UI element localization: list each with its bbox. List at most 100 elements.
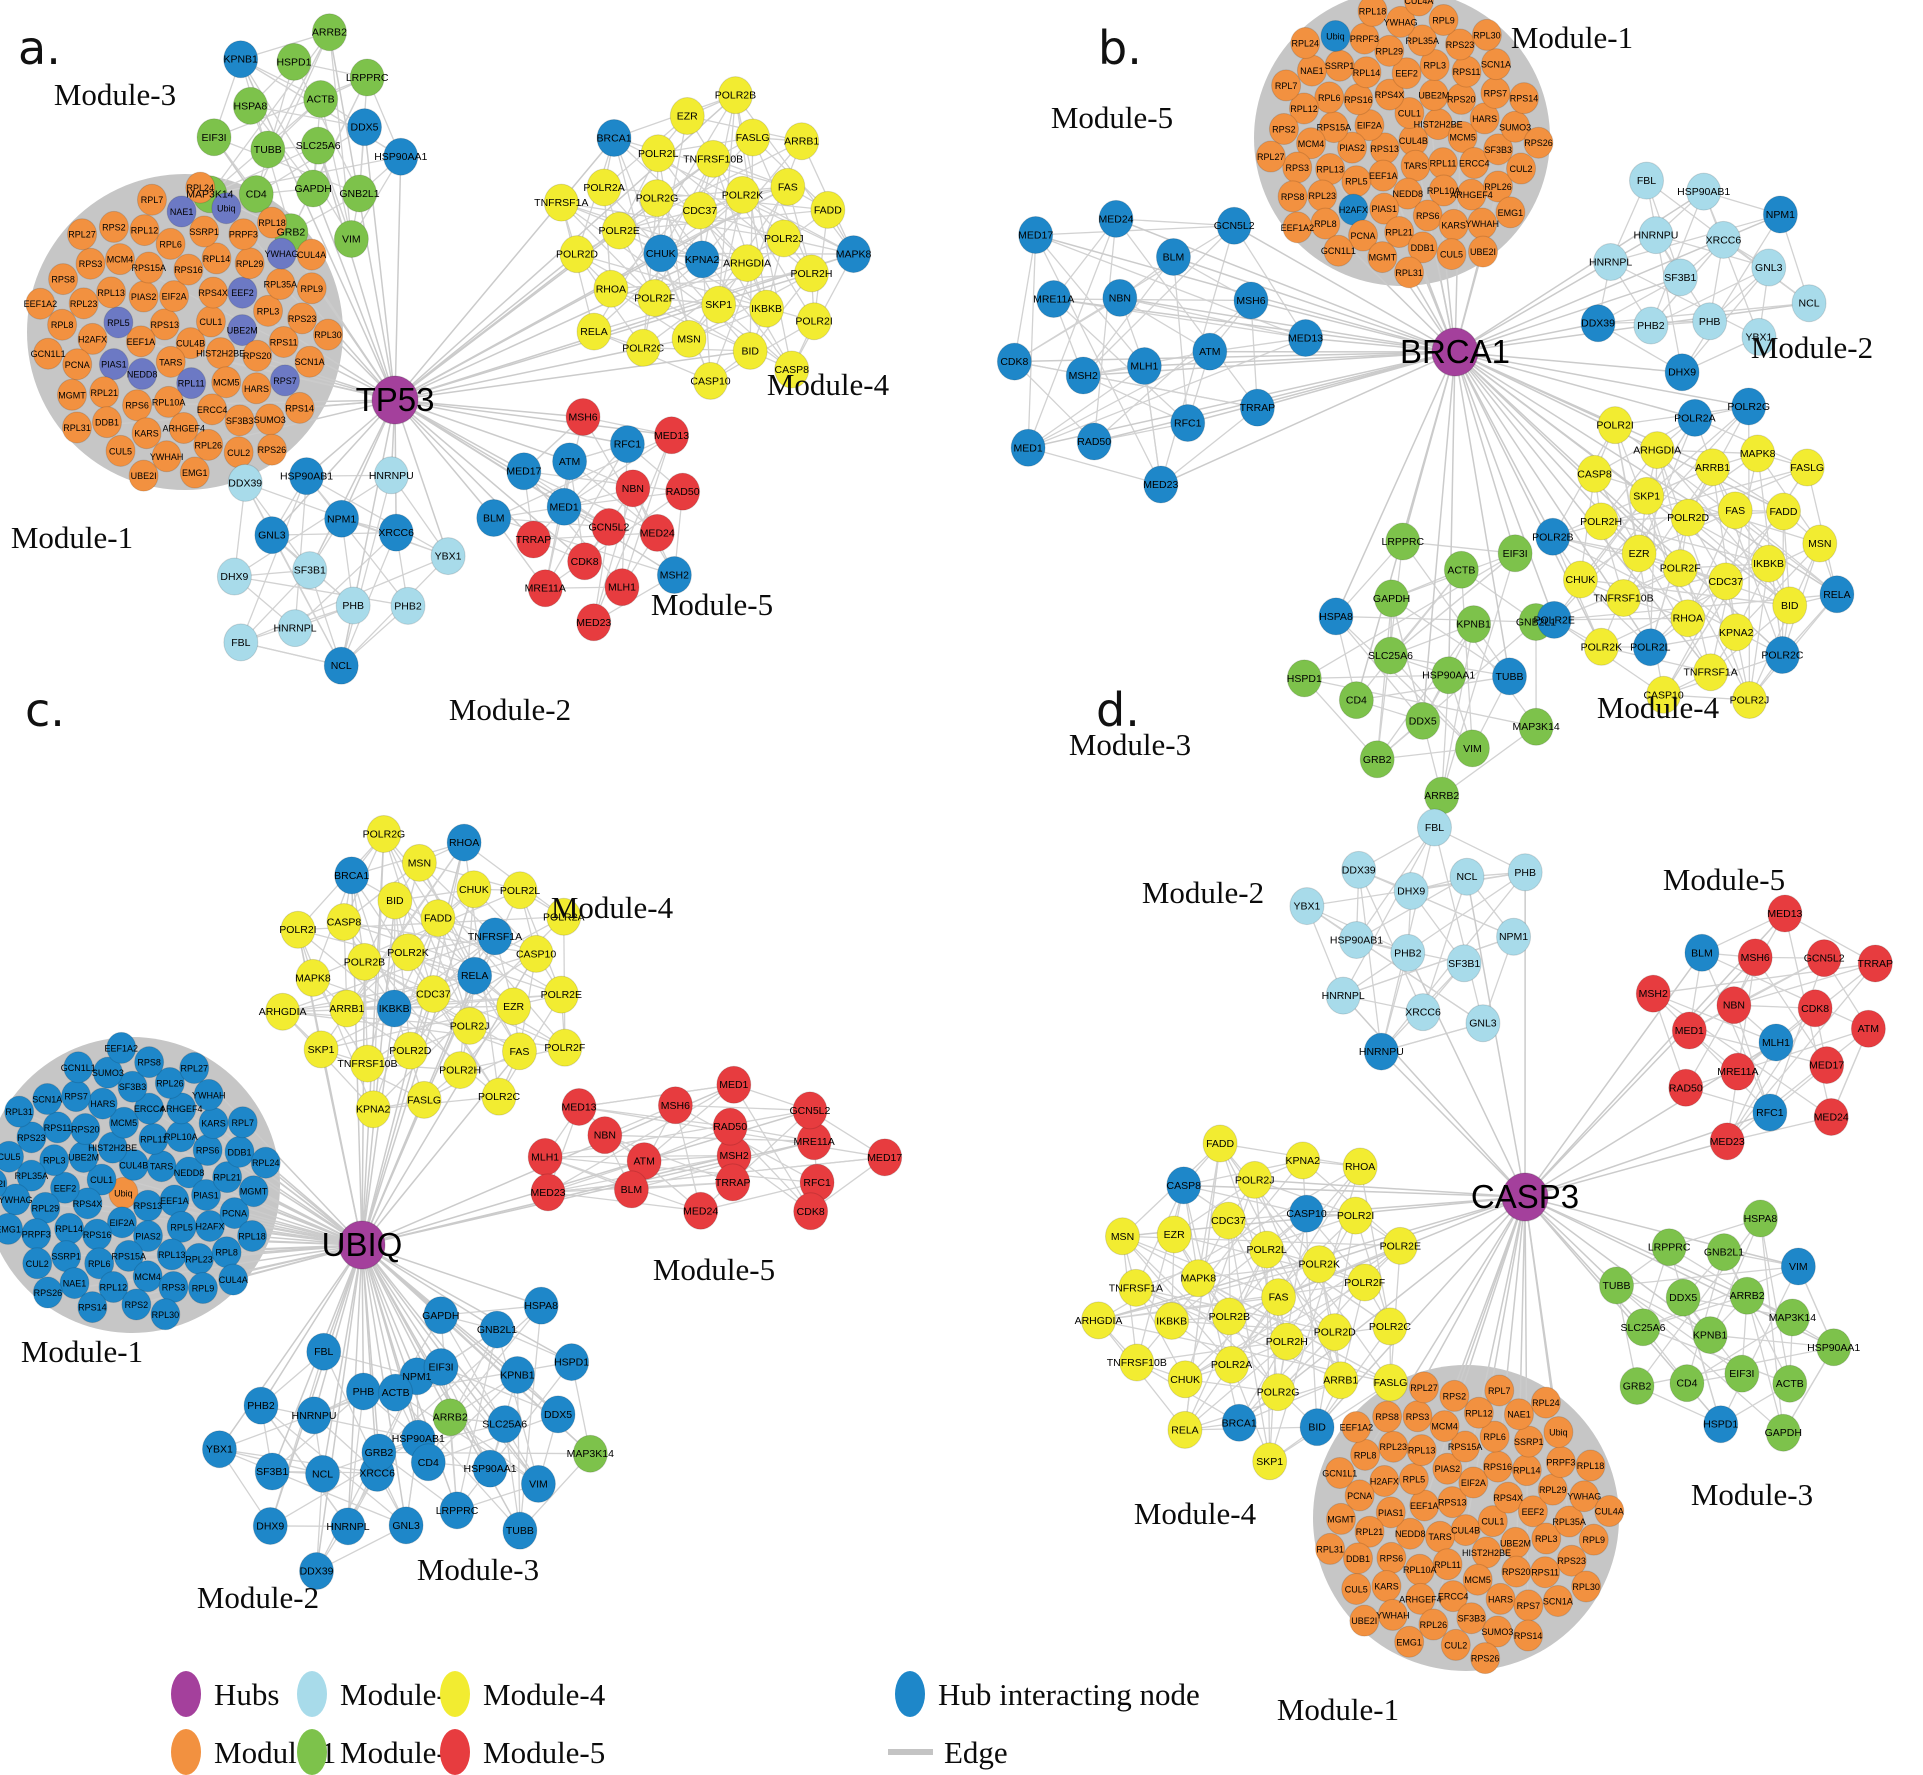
node-RPS14[interactable] <box>284 391 315 424</box>
node-FADD[interactable] <box>1765 492 1801 531</box>
node-TNFRSF1A[interactable] <box>543 183 579 222</box>
node-MLH1[interactable] <box>604 568 640 607</box>
node-MED24[interactable] <box>1813 1097 1849 1136</box>
node-DDB1[interactable] <box>1407 231 1438 264</box>
node-NAE1[interactable] <box>166 195 197 228</box>
node-POLR2A[interactable] <box>546 897 582 936</box>
node-MED1[interactable] <box>546 487 582 526</box>
node-PIAS1[interactable] <box>191 1178 222 1211</box>
node-MCM4[interactable] <box>132 1260 163 1293</box>
node-MLH1[interactable] <box>1126 347 1162 386</box>
node-TUBB[interactable] <box>1491 657 1527 696</box>
node-LRPPRC[interactable] <box>439 1491 475 1530</box>
node-RPL6[interactable] <box>1314 81 1345 114</box>
node-MED13[interactable] <box>1767 894 1803 933</box>
node-CD4[interactable] <box>238 175 274 214</box>
hub-UBIQ[interactable] <box>338 1220 386 1270</box>
node-HNRNPL[interactable] <box>330 1507 366 1546</box>
node-FADD[interactable] <box>810 190 846 229</box>
node-FAS[interactable] <box>501 1032 537 1071</box>
node-POLR2G[interactable] <box>639 179 675 218</box>
node-YWHAG[interactable] <box>1385 5 1416 38</box>
node-TNFRSF10B[interactable] <box>1119 1343 1155 1382</box>
node-CDC37[interactable] <box>1708 562 1744 601</box>
node-NBN[interactable] <box>1716 986 1752 1025</box>
node-LRPPRC[interactable] <box>1385 522 1421 561</box>
node-GCN1L1[interactable] <box>63 1051 94 1084</box>
node-POLR2J[interactable] <box>1237 1160 1273 1199</box>
node-POLR2A[interactable] <box>586 168 622 207</box>
node-POLR2I[interactable] <box>1597 406 1633 445</box>
node-GRB2[interactable] <box>361 1433 397 1472</box>
hub-TP53[interactable] <box>371 375 419 425</box>
node-LRPPRC[interactable] <box>1651 1228 1687 1267</box>
node-RAD50[interactable] <box>1076 422 1112 461</box>
node-CUL2[interactable] <box>22 1247 53 1280</box>
node-KPNA2[interactable] <box>684 240 720 279</box>
node-RPL9[interactable] <box>1578 1523 1609 1556</box>
node-EEF1A2[interactable] <box>106 1031 137 1064</box>
node-SKP1[interactable] <box>303 1030 339 1069</box>
node-MAPK8[interactable] <box>836 235 872 274</box>
node-POLR2J[interactable] <box>452 1006 488 1045</box>
node-PHB2[interactable] <box>390 586 426 625</box>
node-GNL3[interactable] <box>1465 1004 1501 1043</box>
node-POLR2G[interactable] <box>366 814 402 853</box>
node-RPS20[interactable] <box>242 339 273 372</box>
node-POLR2K[interactable] <box>725 175 761 214</box>
node-GNL3[interactable] <box>254 516 290 555</box>
node-MCM5[interactable] <box>108 1106 139 1139</box>
node-XRCC6[interactable] <box>1705 220 1741 259</box>
node-PCNA[interactable] <box>1344 1479 1375 1512</box>
node-GCN1L1[interactable] <box>1324 1456 1355 1489</box>
node-CASP8[interactable] <box>1166 1166 1202 1205</box>
node-FBL[interactable] <box>223 623 259 662</box>
node-HSP90AB1[interactable] <box>289 457 325 496</box>
node-PCNA[interactable] <box>219 1197 250 1230</box>
node-RPL30[interactable] <box>1571 1570 1602 1603</box>
node-MCM4[interactable] <box>1296 127 1327 160</box>
node-CASP8[interactable] <box>326 903 362 942</box>
node-RAD50[interactable] <box>712 1107 748 1146</box>
node-PHB[interactable] <box>1507 853 1543 892</box>
node-SF3B3[interactable] <box>224 404 255 437</box>
node-FBL[interactable] <box>306 1332 342 1371</box>
node-IKBKB[interactable] <box>376 989 412 1028</box>
node-RPL24[interactable] <box>1530 1386 1561 1419</box>
node-EEF2[interactable] <box>1517 1495 1548 1528</box>
node-SLC25A6[interactable] <box>1372 636 1408 675</box>
node-Ubiq[interactable] <box>1543 1416 1574 1449</box>
node-RPL12[interactable] <box>1463 1396 1494 1429</box>
node-RPS26[interactable] <box>1523 126 1554 159</box>
node-POLR2B[interactable] <box>1535 517 1571 556</box>
node-BRCA1[interactable] <box>1221 1403 1257 1442</box>
node-RPS15A[interactable] <box>113 1239 144 1272</box>
node-RPL31[interactable] <box>4 1095 35 1128</box>
node-MAPK8[interactable] <box>1740 434 1776 473</box>
node-MSN[interactable] <box>1104 1217 1140 1256</box>
node-VIM[interactable] <box>1780 1247 1816 1286</box>
node-HSP90AA1[interactable] <box>1816 1328 1852 1367</box>
node-MSH2[interactable] <box>1065 356 1101 395</box>
node-ARRB1[interactable] <box>329 989 365 1028</box>
node-CDC37[interactable] <box>1210 1201 1246 1240</box>
node-RELA[interactable] <box>1819 575 1855 614</box>
node-RPL9[interactable] <box>1428 3 1459 36</box>
node-SF3B3[interactable] <box>117 1070 148 1103</box>
node-ACTB[interactable] <box>1772 1364 1808 1403</box>
node-MSH6[interactable] <box>1233 281 1269 320</box>
node-RPL30[interactable] <box>150 1298 181 1331</box>
node-UBE2I[interactable] <box>1349 1604 1380 1637</box>
node-NPM1[interactable] <box>1762 195 1798 234</box>
node-HARS[interactable] <box>241 372 272 405</box>
node-POLR2L[interactable] <box>1632 628 1668 667</box>
node-POLR2A[interactable] <box>1677 398 1713 437</box>
node-ARRB2[interactable] <box>432 1398 468 1437</box>
node-RPS26[interactable] <box>1470 1642 1501 1675</box>
node-HSPA8[interactable] <box>232 86 268 125</box>
node-ERCC4[interactable] <box>134 1092 165 1125</box>
node-HSP90AB1[interactable] <box>1338 920 1374 959</box>
node-SUMO3[interactable] <box>92 1056 123 1089</box>
node-EMG1[interactable] <box>1394 1625 1425 1658</box>
node-NBN[interactable] <box>587 1116 623 1155</box>
